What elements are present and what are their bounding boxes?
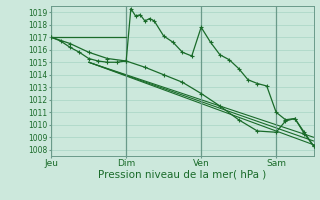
X-axis label: Pression niveau de la mer( hPa ): Pression niveau de la mer( hPa )	[98, 170, 267, 180]
